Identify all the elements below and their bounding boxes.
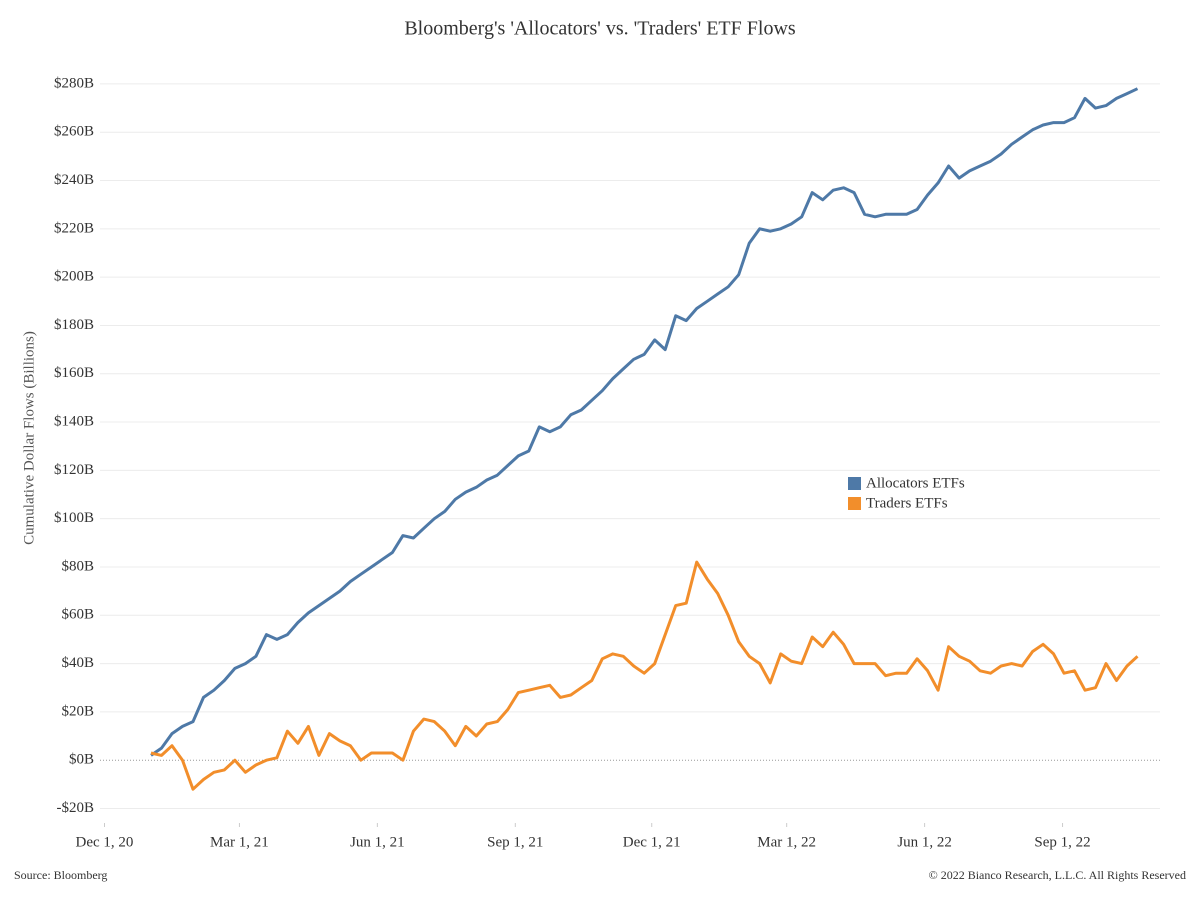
y-tick-label: $180B (54, 317, 94, 333)
x-tick-label: Mar 1, 21 (210, 834, 269, 850)
chart-title: Bloomberg's 'Allocators' vs. 'Traders' E… (404, 18, 796, 40)
y-tick-label: $0B (69, 752, 94, 768)
y-tick-label: $280B (54, 75, 94, 91)
y-tick-label: $200B (54, 269, 94, 285)
y-tick-label: $40B (61, 655, 94, 671)
y-axis-label: Cumulative Dollar Flows (Billions) (21, 331, 37, 545)
x-tick-label: Sep 1, 21 (487, 834, 543, 850)
y-tick-label: $140B (54, 413, 94, 429)
copyright: © 2022 Bianco Research, L.L.C. All Right… (929, 868, 1186, 882)
y-tick-label: $20B (61, 703, 94, 719)
y-tick-label: $80B (61, 558, 94, 574)
y-tick-label: $220B (54, 220, 94, 236)
legend-swatch (848, 497, 861, 510)
x-tick-label: Mar 1, 22 (757, 834, 816, 850)
series-line (150, 560, 1139, 791)
series-line (150, 87, 1139, 757)
y-tick-label: $120B (54, 462, 94, 478)
y-tick-label: $100B (54, 510, 94, 526)
x-tick-label: Dec 1, 20 (76, 834, 134, 850)
x-tick-label: Sep 1, 22 (1034, 834, 1090, 850)
legend-label: Allocators ETFs (866, 475, 965, 491)
source: Source: Bloomberg (14, 868, 107, 882)
y-tick-label: $240B (54, 172, 94, 188)
y-tick-label: $160B (54, 365, 94, 381)
y-tick-label: -$20B (57, 800, 95, 816)
legend-label: Traders ETFs (866, 495, 948, 511)
x-tick-label: Dec 1, 21 (623, 834, 681, 850)
y-tick-label: $60B (61, 607, 94, 623)
x-tick-label: Jun 1, 22 (897, 834, 952, 850)
y-tick-label: $260B (54, 124, 94, 140)
legend-swatch (848, 477, 861, 490)
x-tick-label: Jun 1, 21 (350, 834, 405, 850)
